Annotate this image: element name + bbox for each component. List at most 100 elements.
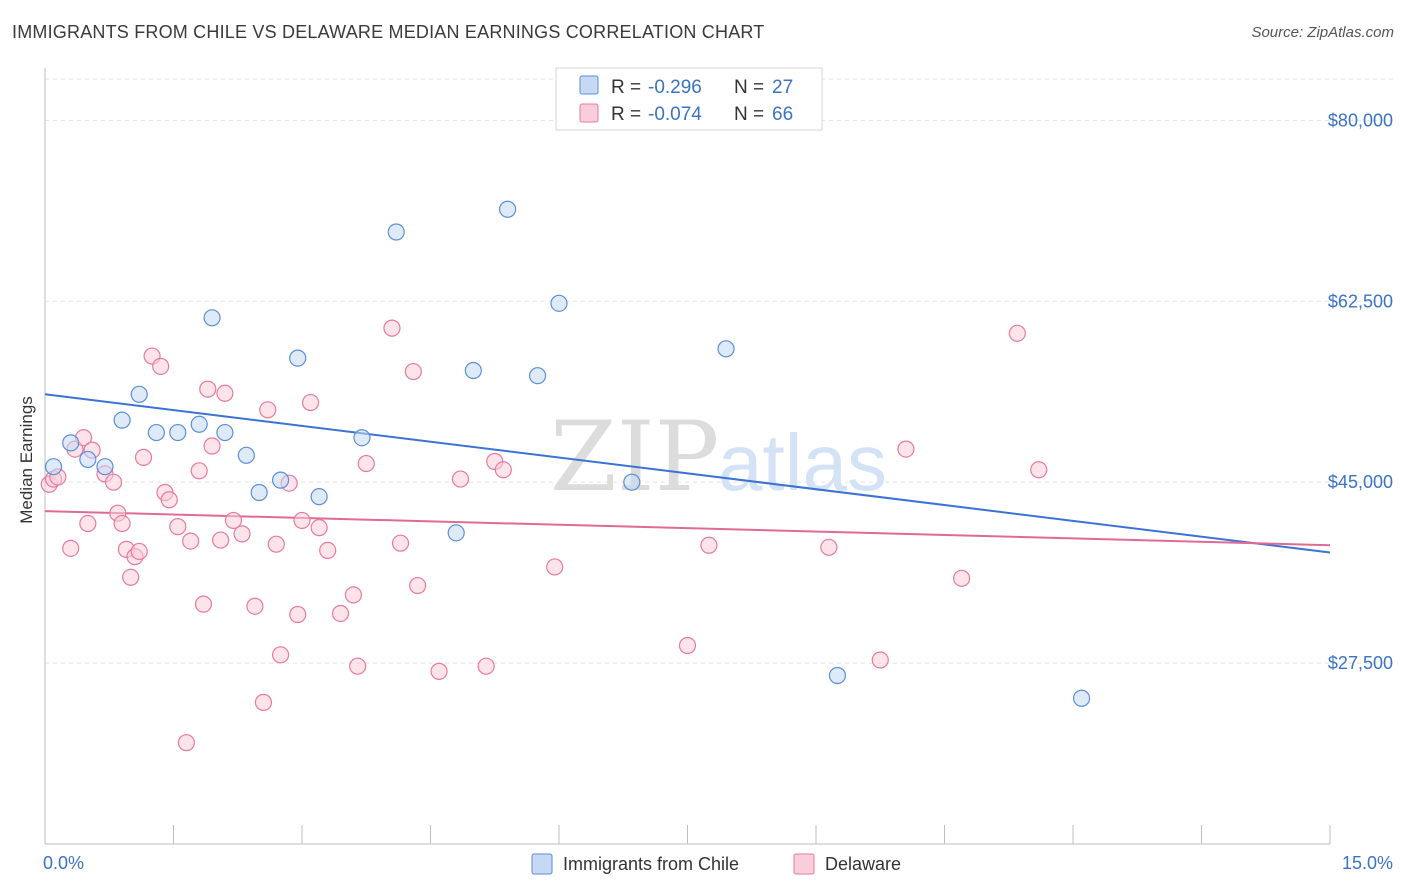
data-point-delaware — [190, 462, 208, 480]
data-point-delaware — [430, 662, 448, 680]
watermark: ZIP atlas — [550, 401, 887, 513]
data-point-chile — [828, 666, 847, 685]
data-point-chile — [44, 458, 63, 476]
data-point-delaware — [62, 539, 80, 557]
data-point-delaware — [494, 461, 512, 479]
data-point-chile — [528, 367, 547, 385]
data-point-delaware — [182, 532, 200, 550]
watermark-atlas: atlas — [718, 418, 887, 507]
data-point-chile — [62, 434, 80, 452]
y-axis-tick-labels: $27,500 $45,000 $62,500 $80,000 — [1328, 110, 1393, 673]
data-point-delaware — [349, 657, 367, 675]
data-point-chile — [387, 223, 405, 241]
data-point-delaware — [700, 536, 718, 554]
data-point-chile — [203, 309, 221, 327]
data-point-chile — [499, 200, 517, 218]
y-tick-label: $80,000 — [1328, 110, 1393, 130]
data-point-delaware — [357, 454, 375, 473]
source-credit: Source: ZipAtlas.com — [1251, 24, 1394, 41]
data-point-delaware — [678, 636, 697, 655]
stats-r-label-pink: R = — [611, 104, 641, 125]
data-point-delaware — [871, 651, 889, 669]
data-point-delaware — [1008, 324, 1026, 342]
data-point-delaware — [104, 473, 123, 491]
data-point-delaware — [177, 734, 195, 752]
data-point-delaware — [953, 569, 971, 587]
series-chile-points — [44, 200, 1091, 707]
data-point-delaware — [224, 511, 243, 530]
data-point-chile — [717, 340, 735, 358]
data-point-delaware — [246, 597, 264, 615]
data-point-delaware — [293, 511, 311, 530]
data-point-chile — [250, 483, 268, 502]
trend-line-chile — [44, 393, 1331, 554]
data-point-chile — [1072, 689, 1091, 707]
data-point-chile — [623, 473, 641, 491]
data-point-chile — [464, 361, 482, 380]
data-point-delaware — [160, 491, 178, 509]
data-point-delaware — [169, 518, 187, 536]
grid-lines — [45, 78, 1393, 664]
data-point-delaware — [199, 380, 217, 398]
data-point-chile — [216, 423, 234, 442]
stats-r-value-pink: -0.074 — [648, 104, 702, 125]
stats-r-label-blue: R = — [611, 77, 641, 98]
data-point-delaware — [289, 605, 307, 624]
watermark-zip: ZIP — [550, 401, 719, 513]
data-point-delaware — [383, 319, 401, 337]
stats-box-frame — [555, 67, 823, 131]
data-point-chile — [447, 524, 465, 542]
data-point-delaware — [1030, 461, 1048, 479]
x-axis-ticks — [44, 825, 1331, 844]
y-tick-label: $27,500 — [1328, 653, 1393, 673]
data-point-delaware — [130, 542, 148, 561]
data-point-chile — [147, 423, 165, 442]
data-point-delaware — [113, 514, 131, 533]
data-point-chile — [169, 423, 187, 442]
data-point-delaware — [391, 534, 410, 552]
x-tick-label-min: 0.0% — [43, 853, 84, 873]
data-point-delaware — [319, 541, 337, 560]
legend-label-delaware: Delaware — [825, 854, 901, 874]
data-point-delaware — [216, 384, 234, 402]
legend-swatch-delaware — [793, 853, 815, 875]
stats-n-label-pink: N = — [734, 104, 764, 125]
data-point-delaware — [301, 393, 320, 412]
data-point-chile — [190, 415, 208, 433]
data-point-delaware — [409, 576, 427, 595]
data-point-delaware — [477, 657, 495, 675]
legend: Immigrants from Chile Delaware — [531, 853, 901, 875]
data-point-chile — [550, 294, 568, 312]
data-point-chile — [96, 458, 114, 476]
x-tick-label-max: 15.0% — [1342, 853, 1393, 873]
data-point-chile — [289, 349, 307, 367]
data-point-chile — [130, 385, 148, 403]
data-point-delaware — [331, 604, 350, 623]
stats-swatch-pink — [579, 103, 599, 123]
trend-line-delaware — [44, 510, 1331, 547]
data-point-chile — [237, 446, 255, 464]
data-point-chile — [271, 471, 290, 489]
data-point-delaware — [344, 586, 362, 604]
data-point-delaware — [451, 470, 470, 488]
data-point-chile — [79, 450, 97, 469]
y-tick-label: $45,000 — [1328, 472, 1393, 492]
stats-n-value-pink: 66 — [772, 104, 793, 125]
data-point-delaware — [152, 357, 170, 375]
legend-label-chile: Immigrants from Chile — [563, 854, 739, 874]
legend-swatch-chile — [531, 853, 553, 875]
data-point-delaware — [546, 558, 564, 576]
data-point-delaware — [203, 437, 221, 455]
stats-swatch-blue — [579, 75, 599, 95]
y-tick-label: $62,500 — [1328, 291, 1393, 311]
trend-lines — [44, 393, 1331, 554]
data-point-delaware — [310, 519, 328, 537]
y-axis-label: Median Earnings — [17, 396, 36, 524]
data-point-delaware — [404, 362, 422, 381]
data-point-delaware — [897, 440, 915, 458]
data-point-chile — [310, 488, 328, 506]
data-point-delaware — [233, 525, 251, 543]
data-point-delaware — [194, 595, 213, 613]
data-point-delaware — [820, 538, 838, 556]
